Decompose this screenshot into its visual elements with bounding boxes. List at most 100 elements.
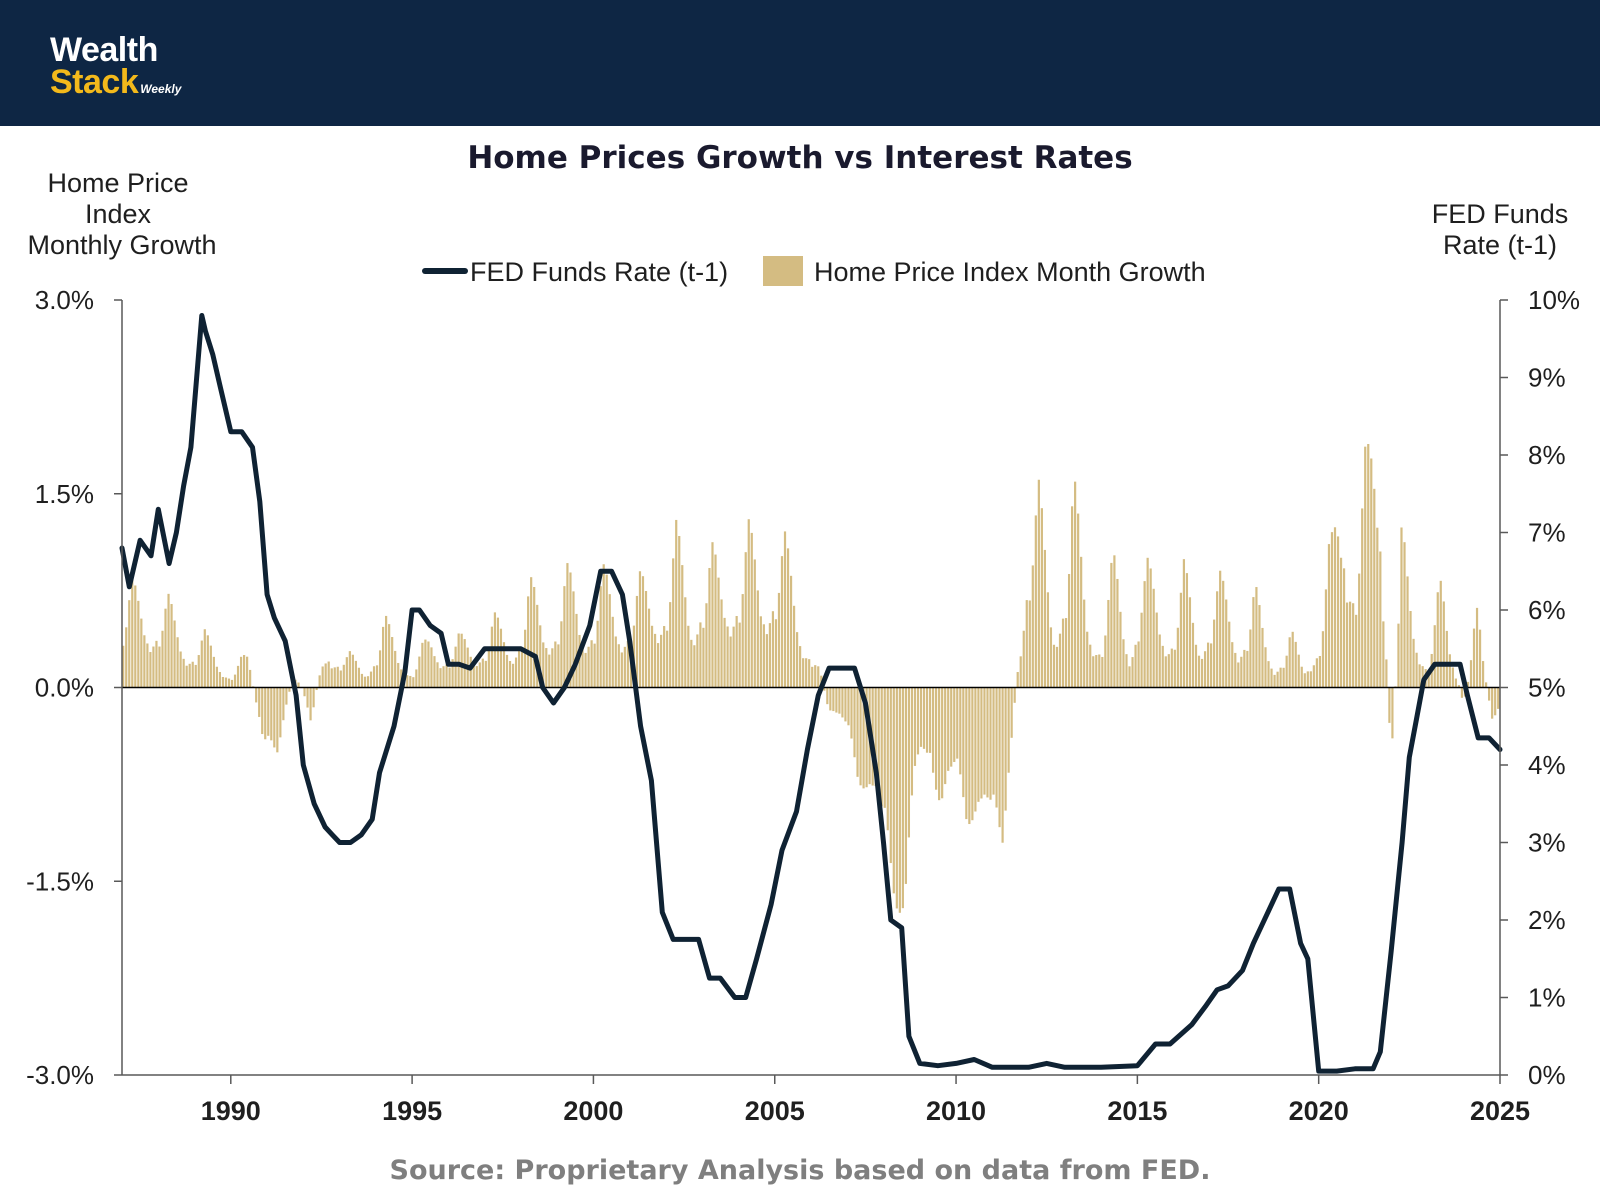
hpi-growth-bar bbox=[1219, 570, 1222, 688]
hpi-growth-bar bbox=[366, 676, 370, 688]
left-tick-label: -1.5% bbox=[26, 866, 94, 896]
hpi-growth-bar bbox=[1222, 580, 1225, 688]
hpi-growth-bar bbox=[1454, 678, 1457, 688]
hpi-growth-bar bbox=[1210, 643, 1213, 688]
hpi-growth-bar bbox=[950, 687, 953, 767]
hpi-growth-bar bbox=[1155, 612, 1158, 688]
hpi-growth-bar bbox=[681, 565, 684, 688]
hpi-growth-bar bbox=[995, 687, 998, 808]
hpi-growth-bar bbox=[1388, 687, 1391, 723]
hpi-growth-bar bbox=[1161, 645, 1164, 688]
hpi-growth-bar bbox=[176, 637, 179, 688]
hpi-growth-bar bbox=[756, 590, 759, 688]
hpi-growth-bar bbox=[590, 640, 593, 688]
x-tick-label: 2025 bbox=[1470, 1096, 1530, 1126]
left-axis-title-line-1: Home Price bbox=[47, 168, 188, 198]
hpi-growth-bar bbox=[342, 664, 345, 688]
hpi-growth-bar bbox=[823, 687, 826, 691]
hpi-growth-bar bbox=[856, 687, 859, 777]
hpi-growth-bar bbox=[717, 577, 720, 688]
logo-tagline: Weekly bbox=[140, 82, 182, 96]
hpi-growth-bar bbox=[1342, 568, 1346, 688]
hpi-growth-bar bbox=[209, 645, 212, 688]
hpi-growth-bar bbox=[1188, 597, 1192, 688]
hpi-growth-bar bbox=[1352, 603, 1355, 688]
hpi-growth-bar bbox=[475, 666, 478, 688]
hpi-growth-bar bbox=[802, 658, 805, 688]
hpi-growth-bar bbox=[388, 624, 391, 688]
hpi-growth-bar bbox=[502, 642, 506, 688]
hpi-growth-bar bbox=[415, 669, 418, 688]
hpi-growth-bar bbox=[1179, 592, 1182, 688]
hpi-growth-bar bbox=[1040, 508, 1043, 688]
hpi-growth-bar bbox=[375, 665, 379, 688]
hpi-growth-bar bbox=[478, 662, 481, 688]
hpi-growth-bar bbox=[397, 662, 400, 688]
hpi-growth-bar bbox=[935, 687, 938, 790]
hpi-growth-bar bbox=[1101, 656, 1104, 688]
hpi-growth-bar bbox=[264, 687, 267, 740]
hpi-growth-bar bbox=[826, 687, 829, 705]
hpi-growth-bar bbox=[285, 687, 288, 705]
home-price-vs-rates-chart: Home Prices Growth vs Interest Rates Hom… bbox=[26, 140, 1580, 1126]
hpi-growth-bar bbox=[155, 640, 158, 688]
hpi-growth-bar bbox=[916, 687, 920, 755]
hpi-growth-bar bbox=[1421, 666, 1424, 688]
hpi-growth-bar bbox=[1273, 674, 1276, 688]
hpi-growth-bar bbox=[1312, 665, 1315, 688]
hpi-growth-bar bbox=[1031, 565, 1034, 688]
wealthstack-logo[interactable]: Wealth Stack Weekly bbox=[50, 33, 182, 105]
hpi-growth-bar bbox=[1131, 657, 1134, 688]
hpi-growth-bar bbox=[545, 648, 548, 688]
right-axis-title-line-2: Rate (t-1) bbox=[1443, 230, 1557, 260]
hpi-growth-bar bbox=[1128, 666, 1131, 688]
hpi-growth-bar bbox=[792, 605, 796, 688]
hpi-growth-bar bbox=[1083, 599, 1086, 688]
hpi-growth-bar bbox=[276, 687, 279, 753]
hpi-growth-bar bbox=[539, 625, 542, 688]
hpi-growth-bar bbox=[883, 687, 886, 808]
hpi-growth-bar bbox=[956, 687, 959, 759]
hpi-growth-bar bbox=[1418, 664, 1421, 688]
legend[interactable]: FED Funds Rate (t-1) Home Price Index Mo… bbox=[422, 256, 1206, 287]
hpi-growth-bar bbox=[185, 665, 188, 688]
hpi-growth-bar bbox=[442, 666, 445, 688]
hpi-growth-bar bbox=[1358, 573, 1361, 688]
hpi-growth-bar bbox=[699, 622, 702, 688]
hpi-growth-bar bbox=[1355, 614, 1358, 688]
hpi-growth-bar bbox=[1216, 591, 1219, 688]
hpi-growth-bar bbox=[233, 674, 237, 688]
hpi-growth-bar bbox=[1194, 644, 1198, 688]
hpi-growth-bar bbox=[551, 648, 554, 688]
hpi-growth-bar bbox=[1089, 644, 1092, 688]
hpi-growth-bar bbox=[236, 665, 240, 688]
hpi-growth-bar bbox=[548, 654, 551, 688]
hpi-growth-bar bbox=[1327, 544, 1331, 688]
hpi-growth-bar bbox=[224, 677, 228, 688]
hpi-growth-bar bbox=[690, 639, 693, 688]
hpi-growth-bar bbox=[735, 616, 738, 688]
hpi-growth-bar bbox=[614, 636, 617, 688]
hpi-growth-bar bbox=[814, 665, 817, 688]
hpi-growth-bar bbox=[1345, 602, 1349, 688]
hpi-growth-bar bbox=[1071, 506, 1074, 688]
hpi-growth-bar bbox=[626, 640, 629, 688]
hpi-growth-bar bbox=[1457, 685, 1460, 688]
hpi-growth-bar bbox=[623, 646, 626, 688]
hpi-growth-bar bbox=[563, 586, 566, 688]
hpi-growth-bar bbox=[360, 673, 364, 688]
x-tick-label: 2000 bbox=[563, 1096, 623, 1126]
hpi-growth-bar bbox=[1206, 642, 1210, 688]
hpi-growth-bar bbox=[898, 687, 901, 913]
hpi-growth-bar bbox=[811, 666, 814, 688]
hpi-growth-bar bbox=[889, 687, 892, 864]
hpi-growth-bar bbox=[1197, 655, 1201, 688]
hpi-growth-bar bbox=[321, 666, 324, 688]
hpi-growth-bar bbox=[1373, 488, 1376, 688]
hpi-growth-bar bbox=[1046, 592, 1050, 688]
hpi-growth-bar bbox=[170, 604, 173, 688]
hpi-growth-bar bbox=[448, 667, 451, 688]
x-tick-label: 2010 bbox=[926, 1096, 986, 1126]
hpi-growth-bar bbox=[167, 593, 170, 688]
hpi-growth-bar bbox=[759, 616, 762, 688]
